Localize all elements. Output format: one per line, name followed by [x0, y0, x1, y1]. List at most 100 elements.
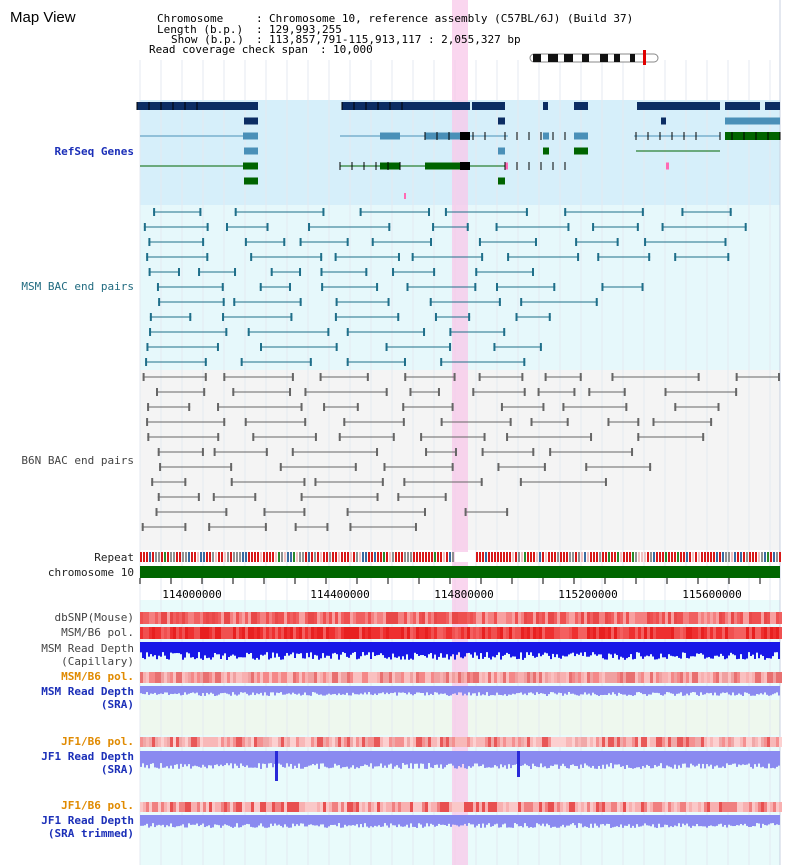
- depth-bar: [320, 751, 322, 764]
- depth-bar: [634, 642, 636, 659]
- depth-bar: [630, 686, 632, 696]
- depth-bar: [560, 815, 562, 827]
- bac-end-marker: [376, 448, 379, 456]
- track-label-refseq-genes[interactable]: RefSeq Genes: [54, 145, 134, 158]
- heat-cell: [554, 612, 557, 624]
- depth-bar: [730, 686, 732, 696]
- depth-bar: [650, 642, 652, 655]
- bac-end-marker: [247, 328, 250, 336]
- bac-end-marker: [383, 463, 386, 471]
- heat-cell: [263, 802, 266, 812]
- repeat-mark: [146, 552, 148, 562]
- bac-end-marker: [521, 373, 524, 381]
- heat-cell: [554, 802, 557, 812]
- depth-bar: [674, 815, 676, 826]
- depth-bar: [754, 642, 756, 659]
- depth-bar: [304, 642, 306, 659]
- depth-bar: [352, 642, 354, 653]
- depth-bar: [404, 642, 406, 660]
- depth-bar: [196, 751, 198, 767]
- depth-bar: [282, 642, 284, 660]
- show-value: 113,857,791-115,913,117 : 2,055,327 bp: [269, 33, 521, 46]
- heat-cell: [713, 672, 716, 683]
- heat-cell: [254, 627, 257, 639]
- depth-bar: [290, 815, 292, 828]
- depth-bar: [314, 642, 316, 655]
- depth-bar: [166, 815, 168, 826]
- depth-bar: [540, 815, 542, 826]
- depth-bar: [308, 751, 310, 766]
- heat-cell: [152, 802, 155, 812]
- heat-cell: [725, 672, 728, 683]
- heat-cell: [488, 627, 491, 639]
- depth-bar: [294, 686, 296, 694]
- bac-end-marker: [346, 328, 349, 336]
- depth-bar: [266, 751, 268, 768]
- bac-end-marker: [184, 523, 187, 531]
- depth-bar: [178, 815, 180, 827]
- heat-cell: [425, 627, 428, 639]
- depth-bar: [640, 642, 642, 657]
- bac-end-marker: [478, 373, 481, 381]
- depth-bar: [630, 751, 632, 769]
- depth-bar: [196, 686, 198, 693]
- depth-bar: [644, 751, 646, 768]
- depth-bar: [672, 815, 674, 828]
- depth-bar: [762, 751, 764, 767]
- heat-cell: [230, 672, 233, 683]
- repeat-mark: [428, 552, 430, 562]
- depth-bar: [486, 751, 488, 768]
- depth-bar: [392, 815, 394, 826]
- depth-bar: [152, 815, 154, 824]
- depth-bar: [320, 815, 322, 825]
- depth-bar: [388, 751, 390, 765]
- depth-bar: [350, 642, 352, 655]
- depth-bar: [572, 686, 574, 694]
- depth-bar: [142, 642, 144, 658]
- heat-cell: [467, 612, 470, 624]
- depth-bar: [280, 751, 282, 765]
- gene-block: [380, 132, 400, 140]
- bac-end-marker: [213, 448, 216, 456]
- depth-bar: [236, 751, 238, 766]
- depth-bar: [370, 686, 372, 695]
- heat-cell: [641, 627, 644, 639]
- heat-cell: [530, 672, 533, 683]
- depth-bar: [192, 686, 194, 693]
- heat-cell: [497, 737, 500, 747]
- depth-bar: [234, 686, 236, 695]
- heat-cell: [185, 612, 188, 624]
- depth-bar: [460, 815, 462, 826]
- depth-bar: [346, 686, 348, 693]
- depth-bar: [184, 815, 186, 828]
- heat-cell: [380, 737, 383, 747]
- heat-cell: [161, 737, 164, 747]
- heat-cell: [725, 627, 728, 639]
- depth-bar: [366, 751, 368, 766]
- depth-bar: [378, 686, 380, 694]
- depth-bar: [640, 686, 642, 693]
- depth-bar: [348, 642, 350, 658]
- depth-bar: [400, 815, 402, 827]
- depth-bar: [592, 815, 594, 828]
- heat-cell: [689, 737, 692, 747]
- heat-cell: [218, 737, 221, 747]
- heat-cell: [695, 612, 698, 624]
- depth-bar: [622, 642, 624, 658]
- depth-bar: [498, 686, 500, 695]
- track-label-msm-bac[interactable]: MSM BAC end pairs: [21, 280, 134, 293]
- depth-bar: [580, 815, 582, 824]
- depth-bar: [204, 751, 206, 767]
- heat-cell: [485, 802, 488, 812]
- depth-bar: [548, 815, 550, 826]
- depth-bar: [496, 686, 498, 693]
- bac-end-marker: [314, 433, 317, 441]
- depth-bar: [476, 815, 478, 826]
- depth-bar: [342, 751, 344, 768]
- depth-bar: [558, 642, 560, 658]
- track-label-b6n-bac[interactable]: B6N BAC end pairs: [21, 454, 134, 467]
- bac-end-marker: [430, 238, 433, 246]
- heat-cell: [599, 802, 602, 812]
- heat-cell: [227, 737, 230, 747]
